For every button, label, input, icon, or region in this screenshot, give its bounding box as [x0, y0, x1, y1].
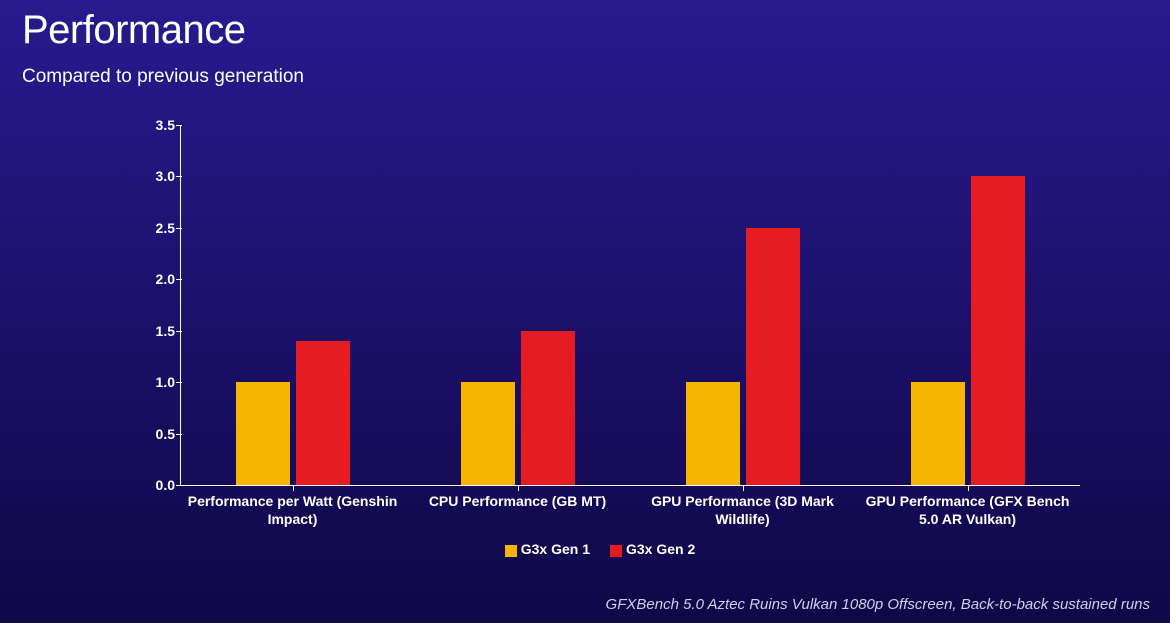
x-tick-label: Performance per Watt (Genshin Impact): [185, 493, 400, 528]
performance-chart: 0.00.51.01.52.02.53.03.5 G3x Gen 1G3x Ge…: [120, 115, 1080, 555]
bar: [686, 382, 740, 485]
legend-label: G3x Gen 1: [521, 541, 590, 557]
legend-label: G3x Gen 2: [626, 541, 695, 557]
legend-swatch: [610, 545, 622, 557]
page-title: Performance: [22, 8, 245, 53]
legend-item: G3x Gen 2: [610, 541, 695, 557]
y-tick-mark: [176, 279, 182, 280]
x-tick-mark: [518, 485, 519, 491]
y-tick-mark: [176, 434, 182, 435]
bar: [521, 331, 575, 485]
bar: [911, 382, 965, 485]
y-tick-label: 2.0: [120, 271, 175, 287]
y-tick-mark: [176, 331, 182, 332]
footnote: GFXBench 5.0 Aztec Ruins Vulkan 1080p Of…: [606, 596, 1150, 613]
legend-swatch: [505, 545, 517, 557]
y-tick-label: 2.5: [120, 220, 175, 236]
legend-item: G3x Gen 1: [505, 541, 590, 557]
y-tick-mark: [176, 228, 182, 229]
y-tick-mark: [176, 382, 182, 383]
x-tick-mark: [293, 485, 294, 491]
y-tick-label: 0.5: [120, 426, 175, 442]
x-axis: [180, 485, 1080, 486]
bar: [461, 382, 515, 485]
y-tick-label: 3.0: [120, 168, 175, 184]
plot-area: [180, 125, 1080, 485]
page-subtitle: Compared to previous generation: [22, 66, 304, 88]
x-tick-label: GPU Performance (GFX Bench 5.0 AR Vulkan…: [860, 493, 1075, 528]
bar: [236, 382, 290, 485]
bar: [971, 176, 1025, 485]
y-tick-label: 3.5: [120, 117, 175, 133]
x-tick-mark: [743, 485, 744, 491]
y-tick-label: 1.0: [120, 374, 175, 390]
x-tick-mark: [968, 485, 969, 491]
bar: [746, 228, 800, 485]
x-tick-label: CPU Performance (GB MT): [410, 493, 625, 511]
y-tick-mark: [176, 125, 182, 126]
y-tick-label: 1.5: [120, 323, 175, 339]
y-axis: [180, 125, 181, 485]
y-tick-mark: [176, 176, 182, 177]
x-tick-label: GPU Performance (3D Mark Wildlife): [635, 493, 850, 528]
y-tick-label: 0.0: [120, 477, 175, 493]
legend: G3x Gen 1 G3x Gen 2: [120, 540, 1080, 557]
bar: [296, 341, 350, 485]
